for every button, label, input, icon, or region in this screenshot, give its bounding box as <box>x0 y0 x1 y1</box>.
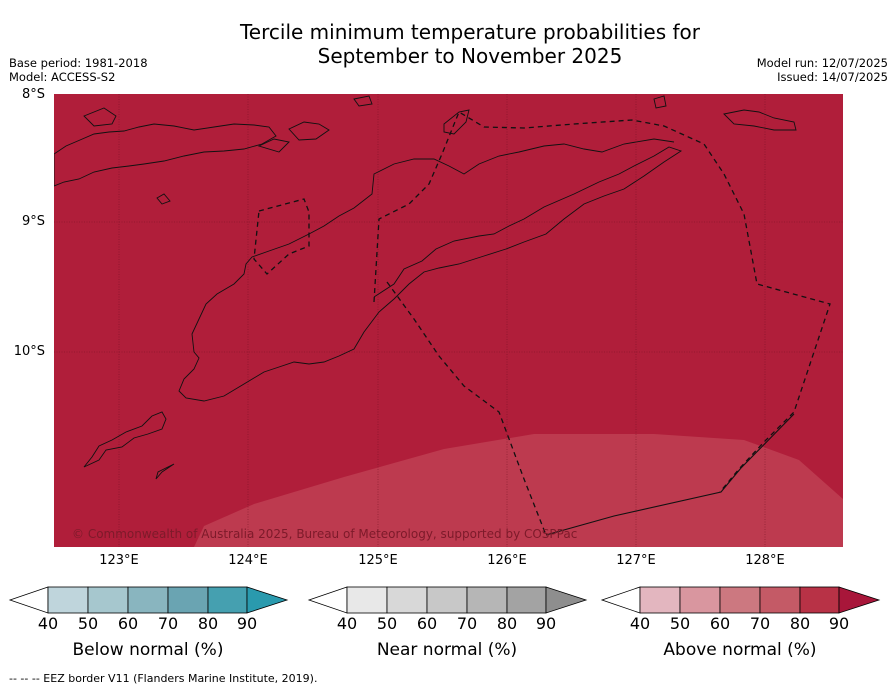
meta-right: Model run: 12/07/2025 Issued: 14/07/2025 <box>757 56 888 84</box>
issued-date: Issued: 14/07/2025 <box>777 70 888 84</box>
below-tick-90: 90 <box>236 614 258 633</box>
below-normal-label: Below normal (%) <box>72 640 224 660</box>
lat-label-8s: 8°S <box>21 87 45 102</box>
meta-left: Base period: 1981-2018 Model: ACCESS-S2 <box>9 56 148 84</box>
near-tick-50: 50 <box>376 614 398 633</box>
above-tick-90: 90 <box>828 614 850 633</box>
lon-label-127e: 127°E <box>616 553 656 568</box>
model-name: Model: ACCESS-S2 <box>9 70 116 84</box>
above-tick-50: 50 <box>669 614 691 633</box>
lon-label-124e: 124°E <box>228 553 268 568</box>
lat-label-10s: 10°S <box>13 344 45 359</box>
near-tick-40: 40 <box>336 614 358 633</box>
near-tick-60: 60 <box>416 614 438 633</box>
lon-label-128e: 128°E <box>745 553 785 568</box>
above-tick-80: 80 <box>789 614 811 633</box>
above-tick-70: 70 <box>749 614 771 633</box>
model-run: Model run: 12/07/2025 <box>756 56 888 70</box>
base-period: Base period: 1981-2018 <box>9 56 148 70</box>
above-tick-40: 40 <box>629 614 651 633</box>
below-tick-40: 40 <box>37 614 59 633</box>
below-tick-70: 70 <box>157 614 179 633</box>
coastlines <box>54 95 797 480</box>
below-tick-50: 50 <box>77 614 99 633</box>
lon-label-125e: 125°E <box>358 553 398 568</box>
near-tick-80: 80 <box>496 614 518 633</box>
title-line-2: September to November 2025 <box>317 44 623 68</box>
below-tick-60: 60 <box>117 614 139 633</box>
title-line-1: Tercile minimum temperature probabilitie… <box>239 20 701 44</box>
near-tick-90: 90 <box>535 614 557 633</box>
colorbar-legend <box>8 586 881 614</box>
map-title: Tercile minimum temperature probabilitie… <box>0 20 896 68</box>
probability-map: © Commonwealth of Australia 2025, Bureau… <box>54 94 843 547</box>
near-normal-label: Near normal (%) <box>376 640 518 660</box>
lon-label-123e: 123°E <box>99 553 139 568</box>
below-tick-80: 80 <box>197 614 219 633</box>
above-normal-label: Above normal (%) <box>663 640 817 660</box>
copyright-text: © Commonwealth of Australia 2025, Bureau… <box>72 527 577 541</box>
lat-label-9s: 9°S <box>21 214 45 229</box>
colorbar-above <box>600 586 881 614</box>
graticule <box>54 94 843 547</box>
colorbar-near <box>307 586 588 614</box>
lon-label-126e: 126°E <box>487 553 527 568</box>
eez-footnote: -- -- -- EEZ border V11 (Flanders Marine… <box>9 672 318 685</box>
near-tick-70: 70 <box>456 614 478 633</box>
eez-border <box>253 111 831 536</box>
probability-field-80 <box>194 434 843 547</box>
above-tick-60: 60 <box>709 614 731 633</box>
colorbar-below <box>8 586 289 614</box>
boundary-solid <box>545 413 795 536</box>
